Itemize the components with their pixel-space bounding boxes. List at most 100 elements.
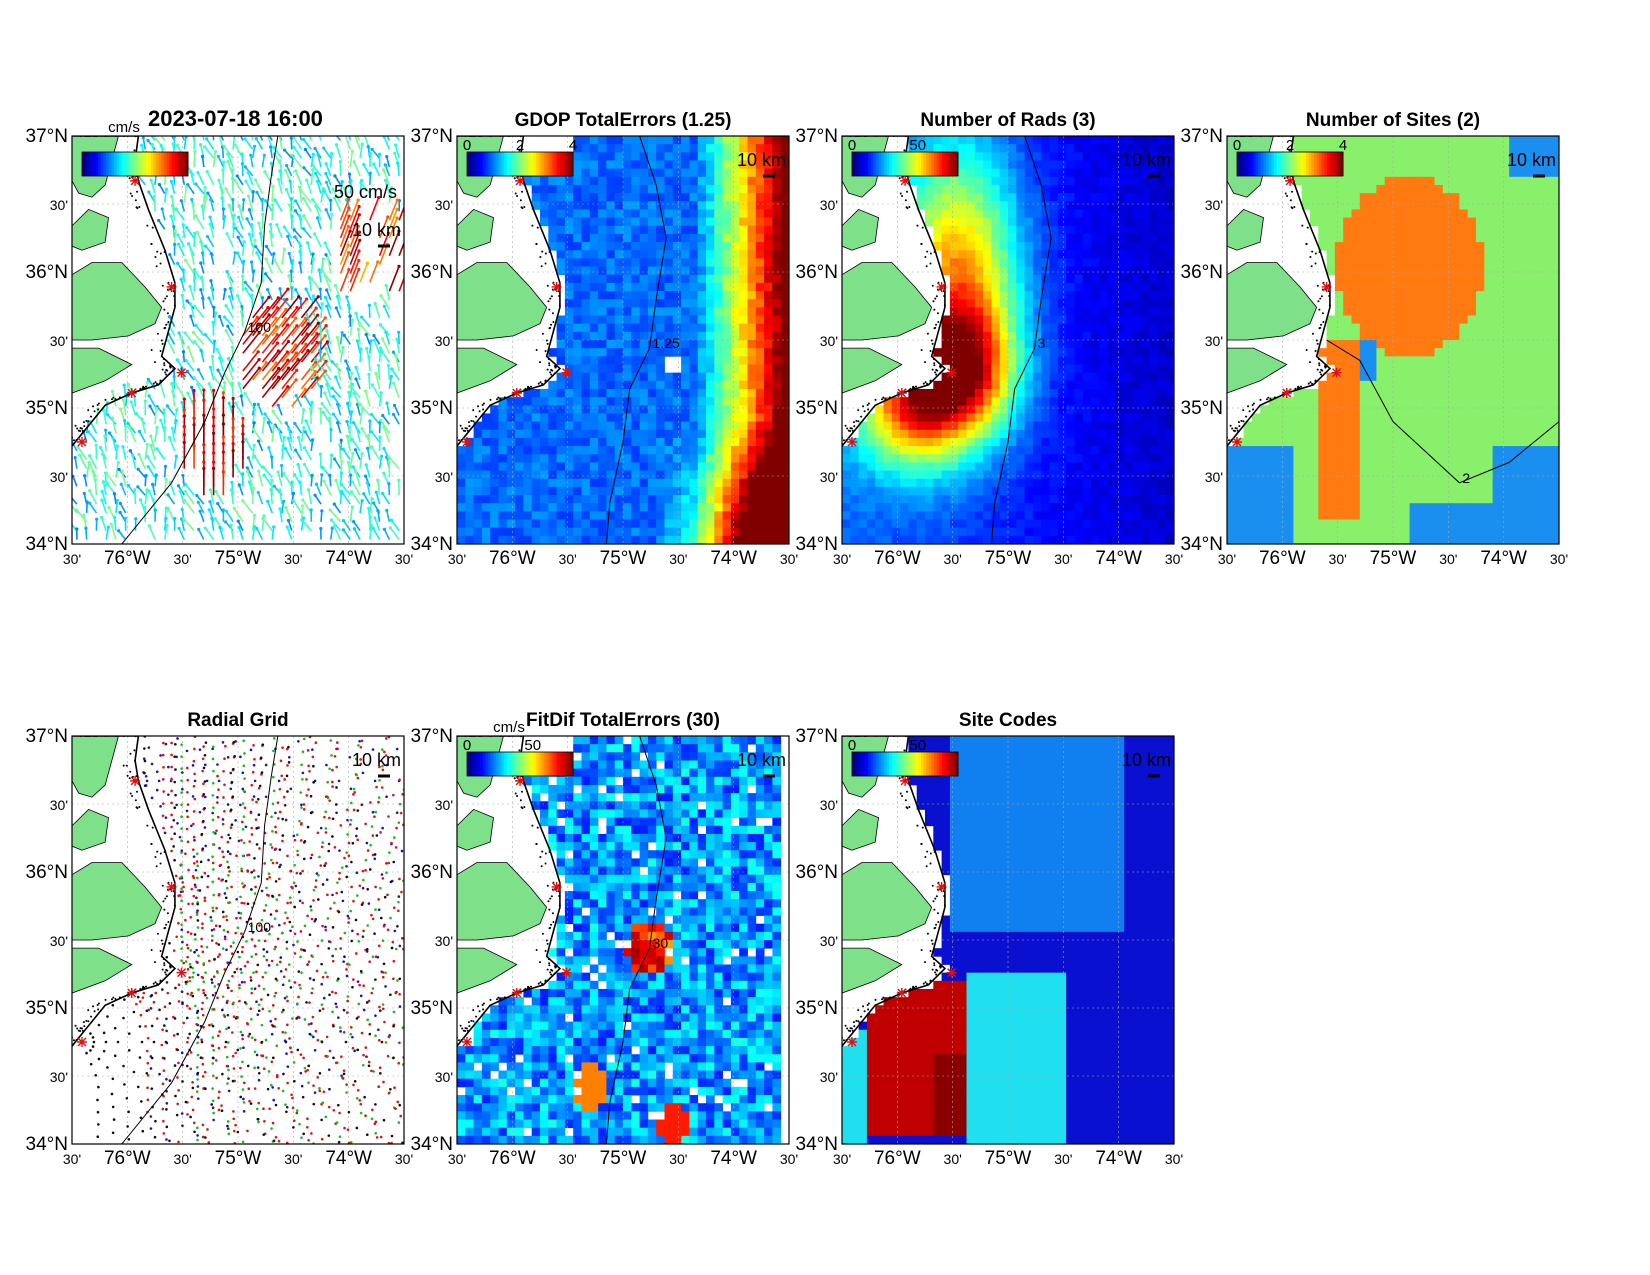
- current-vector: [292, 136, 303, 150]
- vector-head: [181, 223, 185, 227]
- field-cell: [1024, 299, 1034, 308]
- current-vector: [359, 143, 364, 159]
- vector-head: [147, 190, 151, 194]
- field-cell: [623, 535, 632, 544]
- vector-head: [306, 322, 310, 326]
- field-cell: [966, 176, 976, 186]
- field-cell: [772, 217, 782, 227]
- field-cell: [490, 495, 499, 504]
- vector-head: [339, 471, 344, 475]
- vector-head: [315, 332, 319, 336]
- vector-head: [205, 137, 209, 141]
- field-cell: [1157, 193, 1167, 202]
- field-cell: [739, 258, 748, 267]
- field-cell: [991, 291, 1001, 300]
- field-cell: [1140, 168, 1150, 178]
- field-cell: [564, 299, 574, 308]
- field-cell: [1024, 225, 1034, 235]
- vector-head: [110, 389, 115, 394]
- field-cell: [706, 486, 715, 496]
- colorbar-swatch: [95, 152, 99, 176]
- field-cell: [739, 462, 748, 471]
- vector-head: [232, 506, 236, 510]
- field-cell: [1016, 176, 1025, 186]
- field-cell: [949, 405, 959, 414]
- vector-head: [253, 238, 257, 242]
- current-vector: [271, 359, 289, 381]
- field-cell: [573, 315, 582, 325]
- current-vector: [217, 155, 225, 168]
- field-cell: [1041, 380, 1050, 390]
- current-vector: [371, 384, 381, 399]
- field-cell: [966, 397, 976, 406]
- current-vector: [242, 359, 260, 381]
- current-vector: [310, 439, 314, 451]
- field-cell: [1041, 250, 1050, 259]
- field-cell: [1032, 388, 1042, 398]
- field-cell: [623, 478, 632, 488]
- lat-tick-label: 34°N: [26, 534, 68, 555]
- field-cell: [722, 486, 732, 496]
- field-cell: [722, 176, 732, 186]
- vector-head: [191, 330, 196, 335]
- field-cell: [614, 364, 624, 374]
- current-vector: [310, 317, 326, 337]
- island-dot: [87, 409, 90, 412]
- field-cell: [1107, 291, 1117, 300]
- field-cell: [1115, 299, 1125, 308]
- vector-head: [231, 197, 235, 202]
- field-cell: [556, 348, 566, 357]
- field-cell: [1082, 136, 1092, 145]
- field-cell: [999, 380, 1009, 390]
- field-cell: [780, 184, 789, 194]
- vector-head: [235, 174, 239, 178]
- vector-head: [397, 264, 401, 268]
- field-cell: [722, 291, 732, 300]
- current-vector: [195, 215, 205, 230]
- field-cell: [772, 429, 782, 439]
- vector-head: [193, 340, 197, 344]
- field-cell: [916, 136, 926, 145]
- current-vector: [246, 471, 254, 487]
- field-cell: [891, 413, 901, 422]
- field-cell: [697, 503, 707, 512]
- field-cell: [1124, 176, 1133, 186]
- current-vector: [170, 181, 176, 194]
- field-cell: [730, 233, 740, 243]
- vector-head: [134, 412, 139, 416]
- field-cell: [681, 274, 690, 284]
- field-cell: [506, 486, 516, 496]
- field-cell: [681, 168, 690, 178]
- field-cell: [755, 331, 765, 341]
- field-cell: [623, 388, 632, 398]
- vector-head: [221, 435, 225, 439]
- field-cell: [1024, 193, 1034, 202]
- field-cell: [697, 168, 707, 178]
- field-cell: [714, 421, 723, 431]
- field-cell: [573, 233, 582, 243]
- field-cell: [1132, 356, 1142, 365]
- field-cell: [780, 437, 789, 447]
- field-cell: [1016, 266, 1025, 276]
- vector-head: [295, 324, 299, 328]
- field-cell: [581, 397, 591, 406]
- field-cell: [697, 437, 707, 447]
- field-cell: [966, 413, 976, 422]
- island-dot: [129, 192, 132, 195]
- field-cell: [598, 356, 607, 365]
- field-cell: [1140, 144, 1150, 153]
- vector-head: [153, 508, 157, 512]
- field-cell: [722, 478, 732, 488]
- field-cell: [1149, 356, 1158, 365]
- field-cell: [623, 282, 632, 292]
- current-vector: [339, 252, 350, 274]
- field-cell: [739, 429, 748, 439]
- field-cell: [614, 421, 624, 431]
- field-cell: [664, 478, 674, 488]
- field-cell: [589, 274, 599, 284]
- field-cell: [589, 511, 599, 520]
- field-cell: [925, 201, 934, 210]
- field-cell: [764, 315, 773, 325]
- field-cell: [722, 429, 732, 439]
- current-vector: [163, 525, 168, 540]
